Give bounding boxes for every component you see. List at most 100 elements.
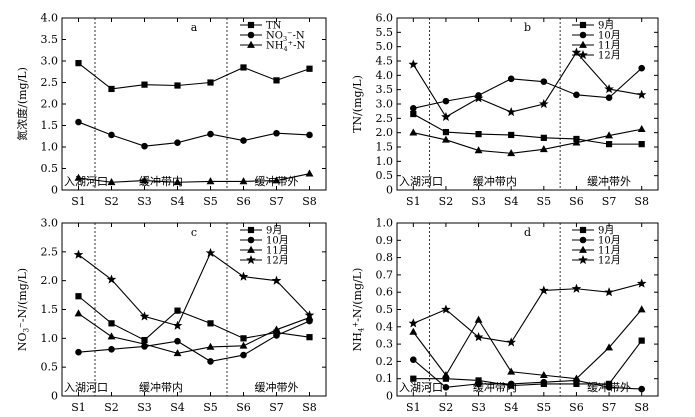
data-point [272,325,281,333]
series-2 [409,125,646,157]
y-axis-label: NH4+-N/(mg/L) [351,268,366,352]
series-line [412,51,642,118]
x-tick-label: S5 [537,195,552,208]
series-line [413,128,642,154]
data-point [410,105,417,112]
data-point [410,375,417,382]
data-point [409,128,418,136]
y-tick-label: 0.9 [376,234,394,247]
data-point [506,337,516,347]
legend-label: 12月 [598,255,621,267]
data-point [638,141,645,148]
series-line [413,340,643,387]
data-point [638,337,645,344]
data-point [139,311,150,321]
legend-label: 9月 [266,225,282,237]
series-line [413,283,642,343]
data-point [73,249,84,259]
legend-label: NH4+-N [266,39,305,53]
y-tick-label: 5.5 [376,26,394,39]
y-tick-label: 0.7 [376,268,394,281]
panel-c: 0 0.5 1.0 1.5 2.0 2.5 3.0 S1 S2 S3 S4 S5 S6 S7 S8 入湖河口 缓… [16,217,327,414]
data-point [240,64,247,71]
y-tick-label: 2.5 [41,76,59,89]
data-point [637,305,646,313]
series-3 [408,47,647,121]
legend-label: 12月 [598,50,621,62]
data-point [273,77,280,84]
x-tick-label: S3 [137,401,152,414]
data-point [475,131,482,138]
data-point [605,343,613,351]
data-point [410,356,417,363]
data-point [441,304,451,314]
data-point [636,89,647,99]
data-point [539,98,549,109]
y-tick-label: 4.0 [376,69,394,82]
data-point [506,106,516,117]
zone-label-estuary: 入湖河口 [64,175,108,188]
y-tick-label: 0.1 [376,372,394,385]
x-tick-label: S7 [269,195,284,208]
series-line [78,313,310,354]
data-point [108,85,115,93]
data-point [304,310,315,320]
zone-label-outside-buffer: 缓冲带外 [587,174,631,188]
data-point [273,332,280,339]
data-point [637,125,646,133]
series-line [78,62,310,90]
data-point [107,178,116,186]
panel-b: 0 0.51.01.5 2.02.53.0 3.54.04.5 5.05.56.0 S1 S… [351,12,659,208]
data-point [572,374,581,382]
series-line [78,252,310,327]
data-point [540,134,547,141]
zone-label-outside-buffer: 缓冲带外 [255,380,299,394]
x-tick-label: S1 [406,401,421,414]
x-tick-label: S7 [269,401,284,414]
data-point [408,318,419,328]
x-tick-label: S2 [439,401,454,414]
legend-label: 12月 [266,255,289,267]
data-point [638,64,645,72]
x-tick-label: S3 [471,195,486,208]
data-point [75,293,82,300]
panel-a: 0 0.5 1.0 1.5 2.0 2.5 3.0 3.5 4.0 S1 S2 S3 S4 S5 S6 S7 S… [15,12,327,208]
data-point [442,384,450,391]
y-tick-label: 2.5 [41,245,59,258]
x-tick-label: S5 [203,195,218,208]
legend-marker [579,21,587,29]
y-axis-label: 氮浓度/(mg/L) [15,67,29,141]
data-point [442,371,450,379]
data-point [605,131,613,139]
series-line [412,359,642,390]
y-tick-label: 2.0 [41,98,59,111]
y-tick-label: 1.5 [41,119,59,132]
data-point [174,307,181,314]
legend-marker [579,245,587,253]
series-1 [75,118,313,150]
data-point [409,327,418,335]
data-point [507,149,516,157]
data-point [442,128,450,136]
y-tick-label: 0.4 [376,320,394,333]
y-tick-label: 3.5 [376,83,394,96]
data-point [75,60,82,67]
data-point [605,141,613,148]
x-tick-label: S2 [104,195,119,208]
data-point [240,335,247,342]
panel-letter: d [524,226,531,239]
x-tick-label: S8 [302,195,317,208]
legend-marker [579,40,587,48]
x-tick-label: S8 [302,401,317,414]
y-tick-label: 5.0 [376,40,394,53]
x-tick-label: S4 [170,401,185,414]
x-tick-label: S4 [504,195,519,208]
series-line [78,295,310,341]
legend-marker [578,49,588,60]
data-point [207,130,214,138]
legend-marker [246,254,256,265]
series-line [413,113,642,145]
y-tick-label: 3.5 [41,33,59,46]
x-tick-label: S1 [406,195,421,208]
